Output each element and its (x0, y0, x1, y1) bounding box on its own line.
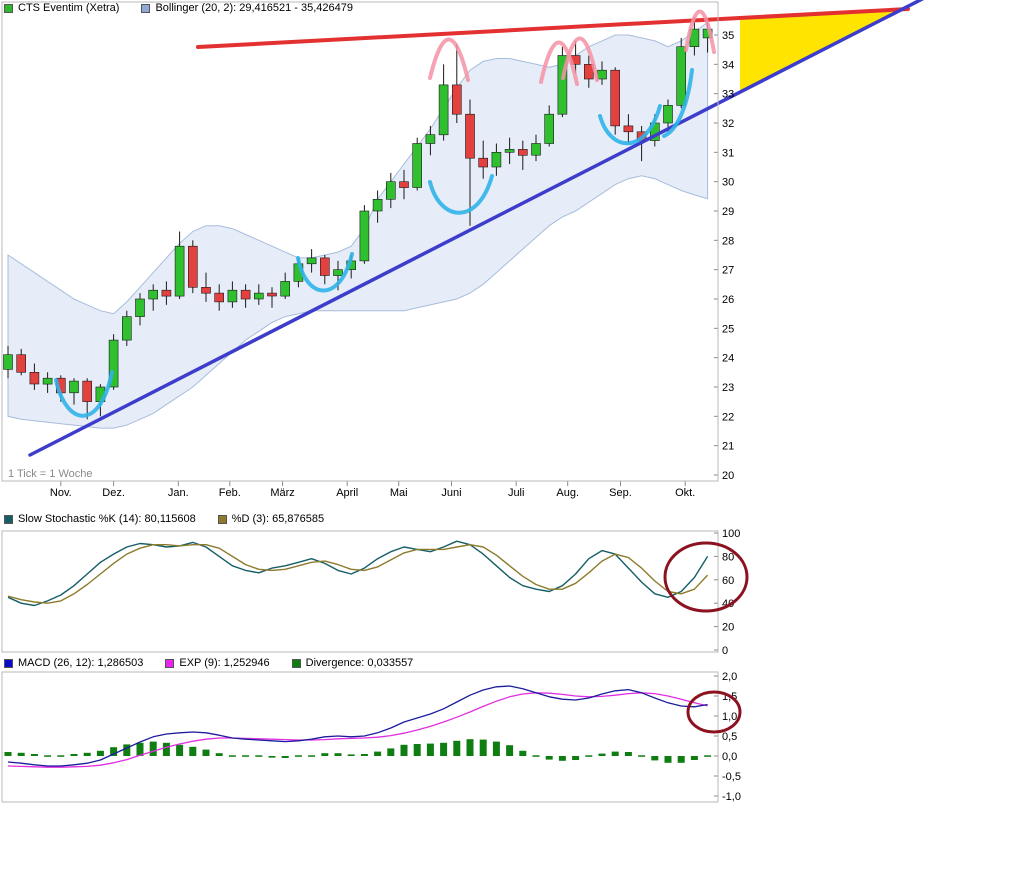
legend-item-bollinger: Bollinger (20, 2): 29,416521 - 35,426479 (141, 2, 353, 14)
svg-text:20: 20 (722, 470, 734, 482)
bollinger-label: Bollinger (20, 2): 29,416521 - 35,426479 (155, 2, 354, 14)
svg-text:24: 24 (722, 353, 734, 365)
svg-text:23: 23 (722, 382, 734, 394)
svg-text:34: 34 (722, 59, 734, 71)
exp-swatch (165, 658, 175, 668)
legend-item-exp: EXP (9): 1,252946 (165, 657, 270, 669)
svg-text:28: 28 (722, 235, 734, 247)
svg-text:Sep.: Sep. (609, 487, 632, 499)
candlestick-series (3, 17, 713, 420)
svg-text:März: März (270, 487, 294, 499)
svg-text:60: 60 (722, 575, 734, 587)
svg-text:-0,5: -0,5 (722, 771, 741, 783)
svg-text:20: 20 (722, 622, 734, 634)
svg-text:1,0: 1,0 (722, 711, 737, 723)
svg-text:Aug.: Aug. (556, 487, 579, 499)
svg-text:22: 22 (722, 411, 734, 423)
legend-item-stoch-k: Slow Stochastic %K (14): 80,115608 (4, 513, 196, 525)
legend-item-macd: MACD (26, 12): 1,286503 (4, 657, 143, 669)
macd-swatch (4, 658, 13, 668)
svg-text:0,0: 0,0 (722, 751, 737, 763)
legend-item-stoch-d: %D (3): 65,876585 (217, 513, 325, 525)
macd-label: MACD (26, 12): 1,286503 (18, 657, 144, 669)
svg-text:30: 30 (722, 177, 734, 189)
svg-text:2,0: 2,0 (722, 671, 737, 683)
stochastic-legend: Slow Stochastic %K (14): 80,115608 %D (3… (4, 513, 324, 525)
price-legend: CTS Eventim (Xetra) Bollinger (20, 2): 2… (4, 2, 353, 14)
svg-text:0: 0 (722, 645, 728, 656)
peak-annotations (428, 9, 716, 86)
tick-note: 1 Tick = 1 Woche (8, 468, 92, 480)
svg-text:Juli: Juli (508, 487, 525, 499)
svg-text:Feb.: Feb. (219, 487, 241, 499)
exp-label: EXP (9): 1,252946 (179, 657, 270, 669)
svg-text:Jan.: Jan. (168, 487, 189, 499)
stoch-d-label: %D (3): 65,876585 (231, 513, 325, 525)
macd-lines (7, 685, 708, 768)
svg-text:Juni: Juni (441, 487, 461, 499)
price-plot-border (1, 1, 719, 482)
stoch-k-swatch (4, 514, 13, 524)
stochastic-plot-border (1, 530, 719, 653)
svg-text:26: 26 (722, 294, 734, 306)
divergence-histogram (4, 739, 712, 763)
svg-text:Nov.: Nov. (50, 487, 72, 499)
stochastic-lines (7, 540, 709, 607)
bollinger-swatch (141, 3, 151, 13)
cup-annotations (54, 68, 694, 418)
svg-text:100: 100 (722, 528, 740, 540)
trendline-annotations (28, 0, 925, 457)
svg-text:33: 33 (722, 89, 734, 101)
cts-series-swatch (4, 3, 13, 13)
stochastic-highlight-circle (663, 541, 749, 613)
svg-text:31: 31 (722, 147, 734, 159)
macd-highlight-circle (686, 690, 742, 734)
macd-axis: 2,01,51,00,50,0-0,5-1,0 (714, 671, 741, 803)
svg-text:Dez.: Dez. (102, 487, 125, 499)
macd-plot-border (1, 671, 719, 803)
macd-chart-canvas: 2,01,51,00,50,0-0,5-1,0 (1, 671, 742, 803)
svg-text:25: 25 (722, 323, 734, 335)
svg-text:0,5: 0,5 (722, 731, 737, 743)
legend-item-divergence: Divergence: 0,033557 (291, 657, 414, 669)
macd-legend: MACD (26, 12): 1,286503 EXP (9): 1,25294… (4, 657, 413, 669)
price-chart-canvas: 20 21 22 23 24 25 26 27 28 29 30 31 32 33 34 35 Nov. Dez… (1, 0, 925, 499)
svg-text:21: 21 (722, 441, 734, 453)
svg-text:32: 32 (722, 118, 734, 130)
stoch-k-label: Slow Stochastic %K (14): 80,115608 (18, 513, 196, 525)
divergence-label: Divergence: 0,033557 (305, 657, 414, 669)
svg-text:Okt.: Okt. (675, 487, 695, 499)
svg-text:80: 80 (722, 551, 734, 563)
legend-item-cts: CTS Eventim (Xetra) (4, 2, 119, 14)
svg-text:-1,0: -1,0 (722, 791, 741, 803)
month-axis: Nov. Dez. Jan. Feb. März April Mai Juni Juli Aug.… (50, 481, 695, 499)
svg-text:27: 27 (722, 265, 734, 277)
divergence-swatch (291, 658, 301, 668)
svg-text:Mai: Mai (390, 487, 408, 499)
price-axis: 20 21 22 23 24 25 26 27 28 29 30 31 32 33 34 35 (714, 30, 734, 482)
cts-series-label: CTS Eventim (Xetra) (18, 2, 120, 14)
stoch-d-swatch (217, 514, 227, 524)
svg-text:35: 35 (722, 30, 734, 42)
svg-text:29: 29 (722, 206, 734, 218)
svg-text:April: April (336, 487, 358, 499)
